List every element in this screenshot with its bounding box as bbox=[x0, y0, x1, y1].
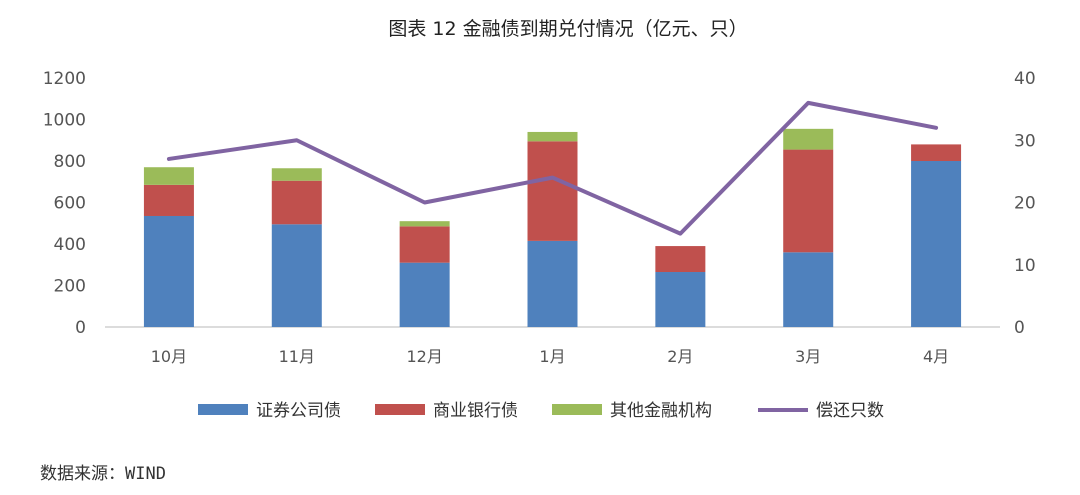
y-left-tick-label: 1200 bbox=[43, 69, 86, 89]
x-tick-label: 1月 bbox=[539, 347, 565, 366]
line-layer bbox=[166, 100, 939, 236]
y-right-tick-label: 20 bbox=[1014, 194, 1036, 214]
bar-segment-commercial-bank bbox=[143, 184, 194, 216]
x-tick-label: 3月 bbox=[795, 347, 821, 366]
bar-segment-commercial-bank bbox=[655, 246, 706, 273]
legend-label-commercial-bank: 商业银行债 bbox=[433, 401, 518, 421]
bar-segment-commercial-bank bbox=[527, 141, 578, 241]
y-right-tick-label: 30 bbox=[1014, 131, 1036, 151]
legend-label-repayment-count: 偿还只数 bbox=[816, 401, 884, 421]
bar-segment-securities bbox=[399, 262, 450, 327]
legend-label-securities: 证券公司债 bbox=[256, 401, 341, 421]
bar-segment-securities bbox=[271, 224, 322, 327]
y-left-tick-label: 200 bbox=[54, 277, 86, 297]
bars-layer bbox=[143, 128, 962, 327]
x-tick-label: 12月 bbox=[406, 347, 442, 366]
bar-segment-other-financial bbox=[143, 167, 194, 185]
y-left-tick-label: 1000 bbox=[43, 111, 86, 131]
bar-segment-securities bbox=[527, 240, 578, 327]
bar-segment-securities bbox=[655, 272, 706, 327]
bar-segment-other-financial bbox=[271, 168, 322, 181]
y-right-axis: 0 10 20 30 40 bbox=[1014, 69, 1036, 338]
source-label: 数据来源： bbox=[40, 464, 125, 484]
y-left-tick-label: 0 bbox=[75, 318, 86, 338]
legend: 证券公司债 商业银行债 其他金融机构 偿还只数 bbox=[198, 401, 884, 421]
chart-title: 图表 12 金融债到期兑付情况（亿元、只） bbox=[388, 18, 747, 40]
y-left-axis: 0 200 400 600 800 1000 1200 bbox=[43, 69, 86, 338]
y-right-tick-label: 0 bbox=[1014, 318, 1025, 338]
x-axis: 10月 11月 12月 1月 2月 3月 4月 bbox=[151, 347, 949, 366]
bar-segment-other-financial bbox=[399, 221, 450, 227]
bar-segment-other-financial bbox=[783, 128, 834, 150]
legend-swatch-other-financial bbox=[552, 404, 602, 415]
bar-segment-securities bbox=[783, 252, 834, 327]
legend-swatch-securities bbox=[198, 404, 248, 415]
source-note: 数据来源：WIND bbox=[40, 459, 166, 484]
bar-segment-securities bbox=[143, 215, 194, 327]
y-left-tick-label: 800 bbox=[54, 152, 86, 172]
bar-segment-securities bbox=[911, 161, 962, 327]
y-left-tick-label: 400 bbox=[54, 235, 86, 255]
source-value: WIND bbox=[125, 464, 166, 484]
x-tick-label: 4月 bbox=[923, 347, 949, 366]
bar-segment-commercial-bank bbox=[911, 144, 962, 161]
x-tick-label: 2月 bbox=[667, 347, 693, 366]
y-left-tick-label: 600 bbox=[54, 194, 86, 214]
y-right-tick-label: 10 bbox=[1014, 256, 1036, 276]
y-right-tick-label: 40 bbox=[1014, 69, 1036, 89]
x-tick-label: 11月 bbox=[279, 347, 315, 366]
bar-segment-commercial-bank bbox=[271, 180, 322, 225]
x-tick-label: 10月 bbox=[151, 347, 187, 366]
legend-swatch-commercial-bank bbox=[375, 404, 425, 415]
bar-segment-commercial-bank bbox=[399, 226, 450, 263]
bar-segment-commercial-bank bbox=[783, 149, 834, 253]
legend-label-other-financial: 其他金融机构 bbox=[610, 401, 712, 421]
bar-segment-other-financial bbox=[527, 131, 578, 142]
